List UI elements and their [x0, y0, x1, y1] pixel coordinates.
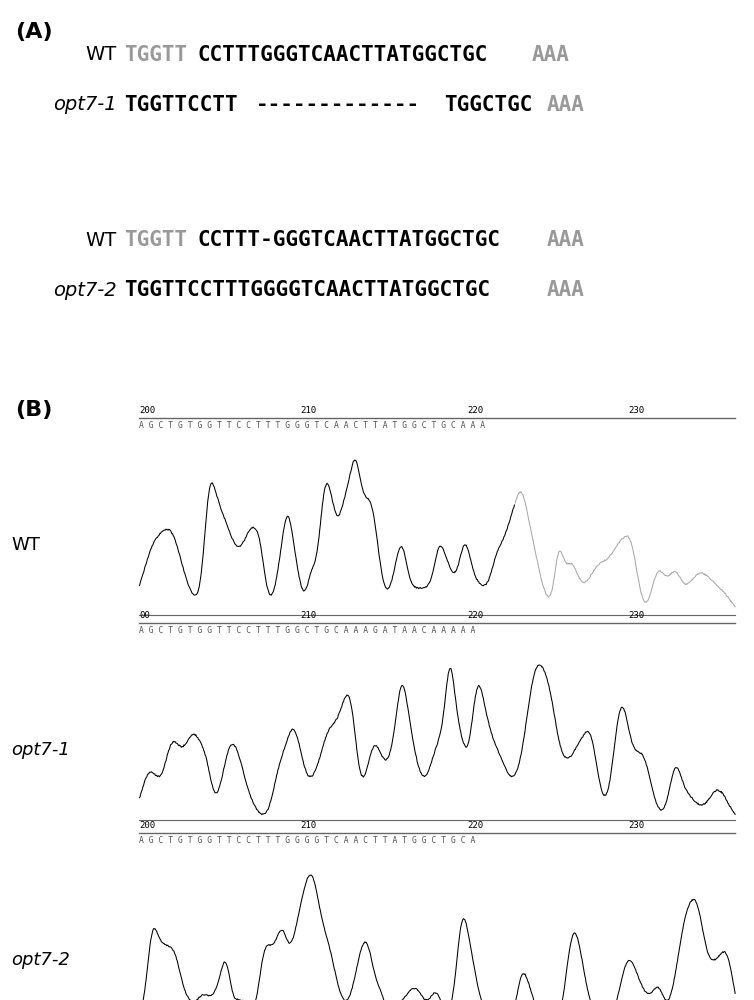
- Text: AAA: AAA: [547, 280, 584, 300]
- Text: opt7-1: opt7-1: [11, 741, 70, 759]
- Text: 210: 210: [300, 611, 317, 620]
- Text: TGGTTCCTT: TGGTTCCTT: [124, 95, 238, 115]
- Text: 230: 230: [628, 611, 644, 620]
- Text: 230: 230: [628, 406, 644, 415]
- Text: (B): (B): [15, 400, 53, 420]
- Text: 230: 230: [628, 821, 644, 830]
- Text: TGGTT: TGGTT: [124, 230, 188, 250]
- Text: -------------: -------------: [256, 95, 419, 115]
- Text: A G C T G T G G T T C C T T T G G G G T C A A C T T A T G G C T G C A: A G C T G T G G T T C C T T T G G G G T …: [139, 836, 476, 845]
- Text: 00: 00: [139, 611, 150, 620]
- Text: 220: 220: [467, 406, 483, 415]
- Text: 220: 220: [467, 611, 483, 620]
- Text: WT: WT: [86, 231, 117, 249]
- Text: TGGTT: TGGTT: [124, 45, 188, 65]
- Text: A G C T G T G G T T C C T T T G G G T C A A C T T A T G G C T G C A A A: A G C T G T G G T T C C T T T G G G T C …: [139, 421, 486, 430]
- Text: A G C T G T G G T T C C T T T G G C T G C A A A G A T A A C A A A A A: A G C T G T G G T T C C T T T G G C T G …: [139, 626, 476, 635]
- Text: AAA: AAA: [532, 45, 570, 65]
- Text: TGGTTCCTTTGGGGTCAACTTATGGCTGC: TGGTTCCTTTGGGGTCAACTTATGGCTGC: [124, 280, 491, 300]
- Text: opt7-2: opt7-2: [11, 951, 70, 969]
- Text: 200: 200: [139, 821, 155, 830]
- Text: WT: WT: [86, 45, 117, 64]
- Text: (A): (A): [15, 22, 53, 42]
- Text: CCTTTGGGTCAACTTATGGCTGC: CCTTTGGGTCAACTTATGGCTGC: [198, 45, 488, 65]
- Text: AAA: AAA: [547, 95, 584, 115]
- Text: 210: 210: [300, 406, 317, 415]
- Text: CCTTT-GGGTCAACTTATGGCTGC: CCTTT-GGGTCAACTTATGGCTGC: [198, 230, 500, 250]
- Text: opt7-1: opt7-1: [54, 96, 117, 114]
- Text: 200: 200: [139, 406, 155, 415]
- Text: TGGCTGC: TGGCTGC: [445, 95, 533, 115]
- Text: 220: 220: [467, 821, 483, 830]
- Text: opt7-2: opt7-2: [54, 280, 117, 300]
- Text: WT: WT: [11, 536, 40, 554]
- Text: AAA: AAA: [547, 230, 584, 250]
- Text: 210: 210: [300, 821, 317, 830]
